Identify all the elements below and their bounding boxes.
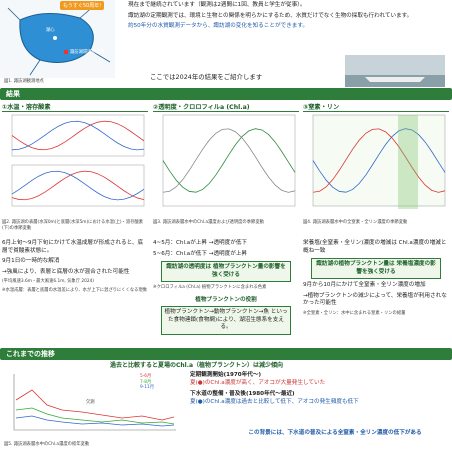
headline: 過去と比較すると夏場のChl.a（植物プランクトン）は減少傾向 — [110, 362, 284, 369]
conclusion: この背景には、下水道の普及による全窒素・全リン濃度の低下がある — [248, 430, 422, 436]
caption: 図4. 諏訪湖表層水中の全窒素・全リン濃度の季節変動 — [303, 220, 408, 225]
series-line — [11, 170, 145, 201]
series-line — [312, 128, 446, 193]
text: 4~5月：Chl.aが上昇 →透明度が低下 — [153, 240, 248, 246]
text: ※水温成層：表層と底層の水温差により、水が上下に混ざりにくくなる現象 — [2, 287, 148, 293]
photo — [345, 55, 445, 87]
chart — [13, 374, 176, 431]
map-label: 湖心 — [46, 28, 55, 33]
intro: 現在まで継続されています（観測は2週間に1回、教員と学生が従事）。 諏訪湖の定期… — [128, 2, 446, 31]
panel-header: ①水温・溶存酸素 — [2, 102, 148, 112]
section-bar: これまでの推移 — [0, 348, 452, 360]
map-label: 諏訪湖環境研究所 — [70, 50, 105, 55]
point: 夏(●)のChl.a濃度は過去と比較して低下、アオコの発生頻度も低下 — [190, 398, 359, 405]
text: →植物プランクトンの減少によって、栄養塩が利用されなかった可能性 — [303, 292, 447, 307]
panel-text: 4~5月：Chl.aが上昇 →透明度が低下 5~6月：Chl.aが低下 →透明度が… — [153, 240, 299, 337]
plot-area — [162, 114, 296, 207]
lead: ここでは2024年の結果をご紹介します — [150, 73, 263, 81]
plot-area — [11, 164, 145, 207]
point: 下水道の整備・普及後(1980年代〜最近) — [190, 391, 295, 398]
caption: 図1. 諏訪湖観測地点 — [4, 79, 44, 84]
caption: 図2. 諏訪湖の表層(水深0m)と底層(水深5m)における水温(上)・溶存酸素(… — [2, 220, 144, 231]
section-bar: 結果 — [0, 88, 452, 100]
text: 諏訪湖の植物プランクトン量は 栄養塩濃度の影響を強く受ける — [311, 258, 441, 280]
plot-area — [11, 114, 145, 157]
text: 植物プランクトンの役割 — [195, 296, 257, 303]
series-line — [162, 128, 296, 193]
highlight — [398, 115, 418, 209]
plot-area — [312, 114, 446, 207]
legend: 5-6月 7-8月 9-11月 — [140, 374, 154, 391]
text: ※全窒素・全リン：水中に含まれる窒素・リンの総量 — [303, 310, 406, 316]
text: 諏訪湖の透明度は 植物プランクトン量の影響を強く受ける — [161, 261, 291, 283]
panel-text: 栄養塩(全窒素・全リン)濃度の増減は Chl.a濃度の増減と概ね一致諏訪湖の植物… — [303, 240, 449, 319]
series-line — [11, 120, 145, 151]
annotation: 欠測 — [86, 400, 95, 405]
panel-text: 6月上旬〜9月下旬にかけて水温成層が形成されると、底層で貧酸素状態に。 9月1日の… — [2, 240, 148, 296]
text: 5~6月：Chl.aが低下 →透明度が上昇 — [153, 250, 248, 257]
bullet: 約50年分の水質観測データから、諏訪湖の変化を知ることができます。 — [128, 23, 308, 30]
caption: 図5. 諏訪湖表層水中のChl.a濃度の経年変動 — [4, 442, 90, 447]
text: →強風により、表層と底層の水が混合された可能性 — [2, 268, 130, 275]
text: 植物プランクトン→動物プランクトン→魚 といった食物連鎖(食物網)により、湖沼生… — [161, 306, 291, 335]
text: 6月上旬〜9月下旬にかけて水温成層が形成されると、底層で貧酸素状態に。 — [2, 240, 144, 254]
legend-item: 9-11月 — [140, 385, 155, 391]
text: 9月から10月にかけて全窒素・全リン濃度の増加 — [303, 282, 426, 289]
point: 定期観測開始(1970年代〜) — [190, 372, 262, 378]
banner: もうすぐ50周年! — [60, 1, 105, 10]
series-line — [312, 128, 446, 193]
panel-header: ③窒素・リン — [303, 102, 449, 112]
panel-header: ②透明度・クロロフィルa (Chl.a) — [153, 102, 299, 112]
bullet: 現在まで継続されています（観測は2週間に1回、教員と学生が従事）。 — [128, 2, 306, 8]
chart — [162, 114, 296, 207]
chart — [11, 114, 145, 207]
legend-item: 7-8月 — [140, 379, 152, 385]
text: 栄養塩(全窒素・全リン)濃度の増減は Chl.a濃度の増減と概ね一致 — [303, 240, 447, 254]
series-line — [11, 120, 145, 151]
text: ※クロロフィルa (Chl.a) 植物プランクトンに含まれる色素 — [153, 285, 267, 291]
caption: 図3. 諏訪湖表層水中のChl.a濃度および透明度の季節変動 — [153, 220, 264, 225]
point: 夏(●)のChl.a濃度が高く、アオコが大量発生していた — [190, 379, 326, 386]
text: (平均風速3.6m・最大風速6.1m, 気象庁 2024) — [2, 279, 94, 285]
history-points: 定期観測開始(1970年代〜) 夏(●)のChl.a濃度が高く、アオコが大量発生… — [190, 372, 448, 406]
series-line — [11, 170, 145, 201]
bullet: 諏訪湖の定期観測では、環境と生物との関係を明らかにするため、水質だけでなく生物の… — [128, 12, 413, 19]
chart — [312, 114, 446, 209]
series-line — [162, 128, 296, 193]
map — [0, 0, 115, 78]
legend-item: 5-6月 — [140, 374, 152, 379]
text: 9月1日の一時的な解消 — [2, 258, 60, 265]
